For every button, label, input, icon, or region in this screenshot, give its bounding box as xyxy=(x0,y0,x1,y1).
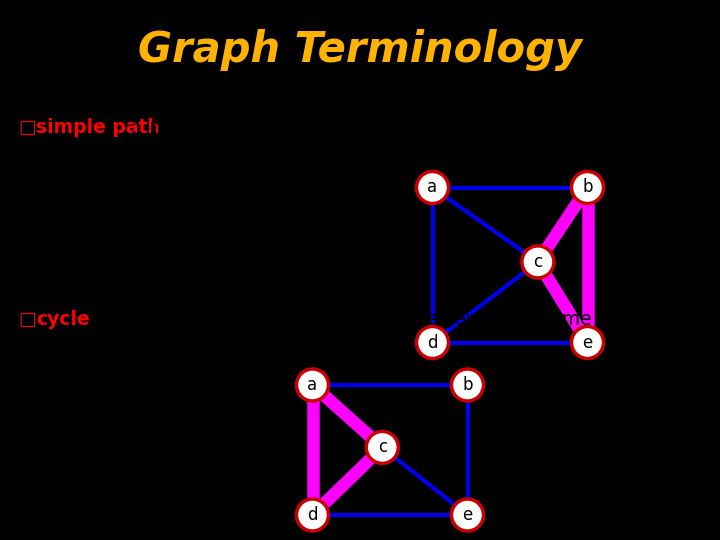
Text: simple path: simple path xyxy=(36,118,161,137)
Text: a c d a: a c d a xyxy=(503,430,568,449)
Circle shape xyxy=(451,499,484,531)
Text: a: a xyxy=(307,376,318,394)
Text: b e c: b e c xyxy=(618,235,665,254)
Text: b: b xyxy=(582,179,593,197)
Circle shape xyxy=(416,327,449,359)
Text: □: □ xyxy=(18,310,36,329)
Circle shape xyxy=(297,369,328,401)
Text: e: e xyxy=(462,506,472,524)
Text: e: e xyxy=(582,334,593,352)
Text: Graph Terminology: Graph Terminology xyxy=(138,29,582,71)
Text: :  simple path, except that the last vertex is the same as the: : simple path, except that the last vert… xyxy=(86,310,656,329)
Text: first vertex: first vertex xyxy=(36,336,139,355)
Circle shape xyxy=(297,499,328,531)
Text: b: b xyxy=(462,376,473,394)
Circle shape xyxy=(522,246,554,278)
Text: :  no repeated vertices: : no repeated vertices xyxy=(131,118,344,137)
Circle shape xyxy=(451,369,484,401)
Circle shape xyxy=(572,172,603,204)
Text: c: c xyxy=(378,438,387,456)
Text: d: d xyxy=(427,334,438,352)
Text: a: a xyxy=(428,179,438,197)
Circle shape xyxy=(366,431,398,463)
Text: cycle: cycle xyxy=(36,310,90,329)
Circle shape xyxy=(572,327,603,359)
Text: c: c xyxy=(534,253,542,271)
Circle shape xyxy=(416,172,449,204)
Text: d: d xyxy=(307,506,318,524)
Text: □: □ xyxy=(18,118,36,137)
